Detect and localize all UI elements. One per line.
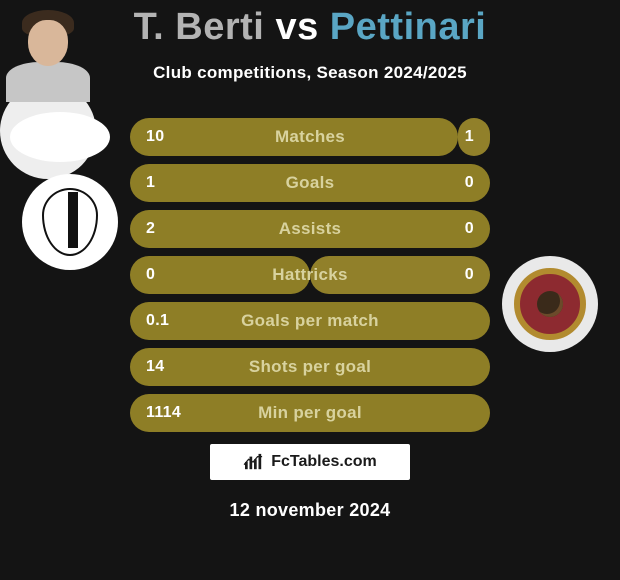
comparison-title: T. Berti vs Pettinari [0,0,620,49]
stat-row: 00Hattricks [130,256,490,294]
vs-word: vs [275,6,318,48]
branding-badge: FcTables.com [210,444,410,480]
player2-name: Pettinari [330,6,487,48]
stat-row: 10Goals [130,164,490,202]
player1-avatar [10,112,110,162]
stat-row: 0.1Goals per match [130,302,490,340]
crest-right-ball-icon [537,291,563,317]
stat-label: Min per goal [130,394,490,432]
crest-right-ring [514,268,586,340]
stat-label: Goals [130,164,490,202]
stat-label: Shots per goal [130,348,490,386]
crest-left-stripe [68,192,78,248]
bar-chart-icon [243,453,265,471]
stat-label: Goals per match [130,302,490,340]
avatar-shoulders [6,83,90,102]
stat-row: 101Matches [130,118,490,156]
branding-text: FcTables.com [271,453,377,471]
club-crest-right [502,256,598,352]
player1-name: T. Berti [134,6,265,48]
date-label: 12 november 2024 [0,500,620,521]
crest-left-shield [42,188,98,256]
stat-label: Hattricks [130,256,490,294]
stats-table: 101Matches 10Goals 20Assists 00Hattricks 0.1… [130,118,490,440]
stat-row: 1114Min per goal [130,394,490,432]
subtitle: Club competitions, Season 2024/2025 [0,63,620,83]
stat-row: 20Assists [130,210,490,248]
stat-label: Assists [130,210,490,248]
club-crest-left [22,174,118,270]
stat-row: 14Shots per goal [130,348,490,386]
stat-label: Matches [130,118,490,156]
